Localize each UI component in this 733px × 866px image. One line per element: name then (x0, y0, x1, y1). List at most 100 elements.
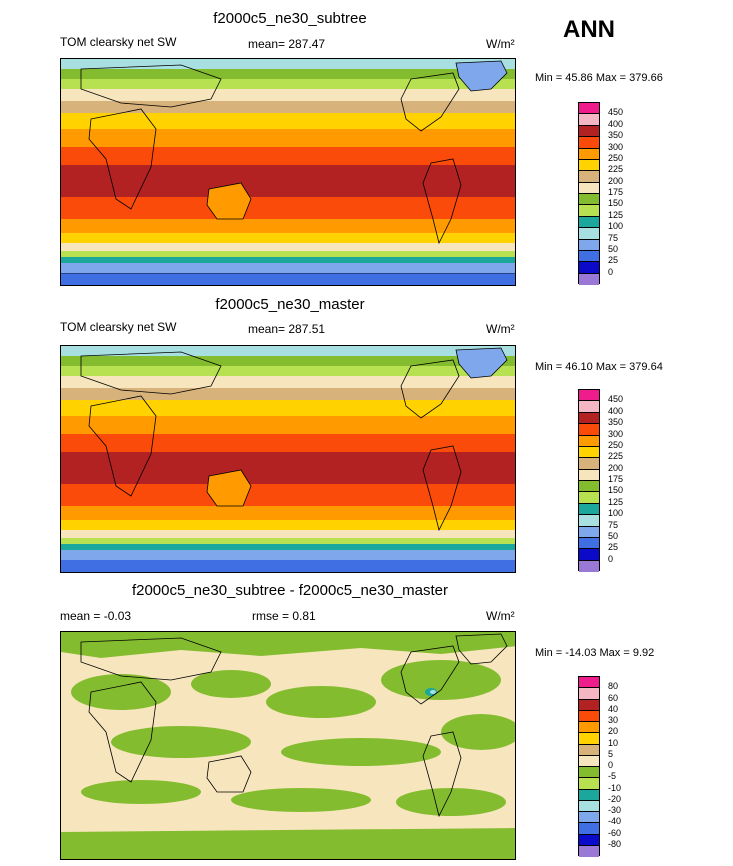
colorbar-swatch (579, 755, 599, 767)
panel1-minmax: Min = 45.86 Max = 379.66 (535, 72, 663, 84)
colorbar-level-label: 0 (608, 760, 614, 770)
colorbar-level-label: -80 (608, 838, 622, 849)
panel2-variable-label: TOM clearsky net SW (60, 320, 177, 334)
colorbar-level-label: 300 (608, 428, 624, 439)
colorbar-level-label: 150 (608, 198, 624, 209)
panel2-units: W/m² (486, 322, 515, 336)
colorbar-level-label: 50 (608, 530, 619, 541)
colorbar-level-label: 80 (608, 681, 619, 692)
panel1-colorbar (578, 102, 600, 285)
colorbar-swatch (579, 446, 599, 459)
colorbar-swatch (579, 435, 599, 447)
colorbar-swatch (579, 744, 599, 756)
colorbar-swatch (579, 800, 599, 812)
colorbar-swatch (579, 216, 599, 229)
panel3-title: f2000c5_ne30_subtree - f2000c5_ne30_mast… (131, 582, 449, 599)
panel3-units: W/m² (486, 609, 515, 623)
colorbar-level-label: -5 (608, 771, 617, 782)
colorbar-swatch (579, 710, 599, 722)
colorbar-level-label: 25 (608, 255, 619, 266)
colorbar-level-label: 175 (608, 187, 624, 197)
colorbar-level-label: 25 (608, 542, 619, 553)
colorbar-swatch (579, 390, 599, 402)
colorbar-swatch (579, 458, 599, 470)
colorbar-swatch (579, 469, 599, 481)
colorbar-level-label: 75 (608, 232, 619, 243)
colorbar-swatch (579, 401, 599, 413)
panel3-rmse-label: rmse = 0.81 (252, 609, 316, 623)
colorbar-swatch (579, 778, 599, 790)
colorbar-swatch (579, 262, 599, 274)
colorbar-swatch (579, 114, 599, 126)
panel3-colorbar (578, 676, 600, 857)
panel3-map (60, 631, 516, 860)
colorbar-level-label: 125 (608, 496, 624, 507)
colorbar-swatch (579, 424, 599, 436)
colorbar-level-label: 400 (608, 405, 624, 416)
colorbar-swatch (579, 677, 599, 689)
colorbar-level-label: 175 (608, 474, 624, 484)
colorbar-level-label: 50 (608, 243, 619, 254)
colorbar-level-label: 200 (608, 175, 624, 186)
colorbar-swatch (579, 250, 599, 263)
colorbar-level-label: 350 (608, 417, 624, 428)
panel2-map (60, 345, 516, 573)
colorbar-swatch (579, 481, 599, 493)
colorbar-level-label: 400 (608, 118, 624, 129)
season-label: ANN (563, 16, 615, 43)
colorbar-level-label: 200 (608, 462, 624, 473)
colorbar-level-label: 250 (608, 439, 624, 450)
panel2-title: f2000c5_ne30_master (215, 296, 365, 313)
colorbar-swatch (579, 834, 599, 846)
colorbar-swatch (579, 148, 599, 160)
colorbar-level-label: 150 (608, 485, 624, 496)
panel1-units: W/m² (486, 37, 515, 51)
colorbar-swatch (579, 273, 599, 285)
colorbar-swatch (579, 182, 599, 194)
colorbar-swatch (579, 159, 599, 172)
colorbar-swatch (579, 171, 599, 183)
colorbar-level-label: 125 (608, 209, 624, 220)
colorbar-level-label: 0 (608, 266, 614, 277)
colorbar-level-label: 100 (608, 508, 624, 519)
colorbar-swatch (579, 515, 599, 527)
colorbar-swatch (579, 205, 599, 217)
panel3-minmax: Min = -14.03 Max = 9.92 (535, 647, 655, 659)
colorbar-swatch (579, 526, 599, 538)
colorbar-swatch (579, 823, 599, 835)
panel1-map (60, 58, 516, 286)
colorbar-level-label: -30 (608, 805, 622, 815)
panel3-mean-label: mean = -0.03 (60, 609, 132, 623)
panel1-title: f2000c5_ne30_subtree (213, 10, 367, 27)
colorbar-level-label: 30 (608, 715, 619, 725)
colorbar-swatch (579, 845, 599, 857)
colorbar-swatch (579, 503, 599, 516)
colorbar-level-label: -10 (608, 782, 622, 793)
colorbar-swatch (579, 722, 599, 734)
colorbar-swatch (579, 412, 599, 425)
colorbar-swatch (579, 549, 599, 561)
colorbar-level-label: 60 (608, 692, 619, 703)
colorbar-level-label: 450 (608, 394, 624, 405)
colorbar-level-label: 10 (608, 737, 619, 748)
colorbar-swatch (579, 103, 599, 115)
colorbar-level-label: 75 (608, 519, 619, 530)
colorbar-swatch (579, 767, 599, 779)
colorbar-level-label: 5 (608, 748, 614, 759)
colorbar-swatch (579, 537, 599, 550)
panel2-colorbar (578, 389, 600, 572)
colorbar-level-label: 300 (608, 141, 624, 152)
panel1-variable-label: TOM clearsky net SW (60, 35, 177, 49)
colorbar-swatch (579, 239, 599, 251)
colorbar-level-label: 450 (608, 107, 624, 118)
colorbar-level-label: 225 (608, 164, 624, 175)
colorbar-level-label: -20 (608, 793, 622, 804)
panel2-mean-label: mean= 287.51 (248, 322, 326, 336)
colorbar-swatch (579, 125, 599, 138)
colorbar-level-label: 225 (608, 451, 624, 462)
colorbar-swatch (579, 194, 599, 206)
colorbar-level-label: 250 (608, 152, 624, 163)
colorbar-level-label: 40 (608, 703, 619, 714)
colorbar-swatch (579, 137, 599, 149)
colorbar-swatch (579, 228, 599, 240)
